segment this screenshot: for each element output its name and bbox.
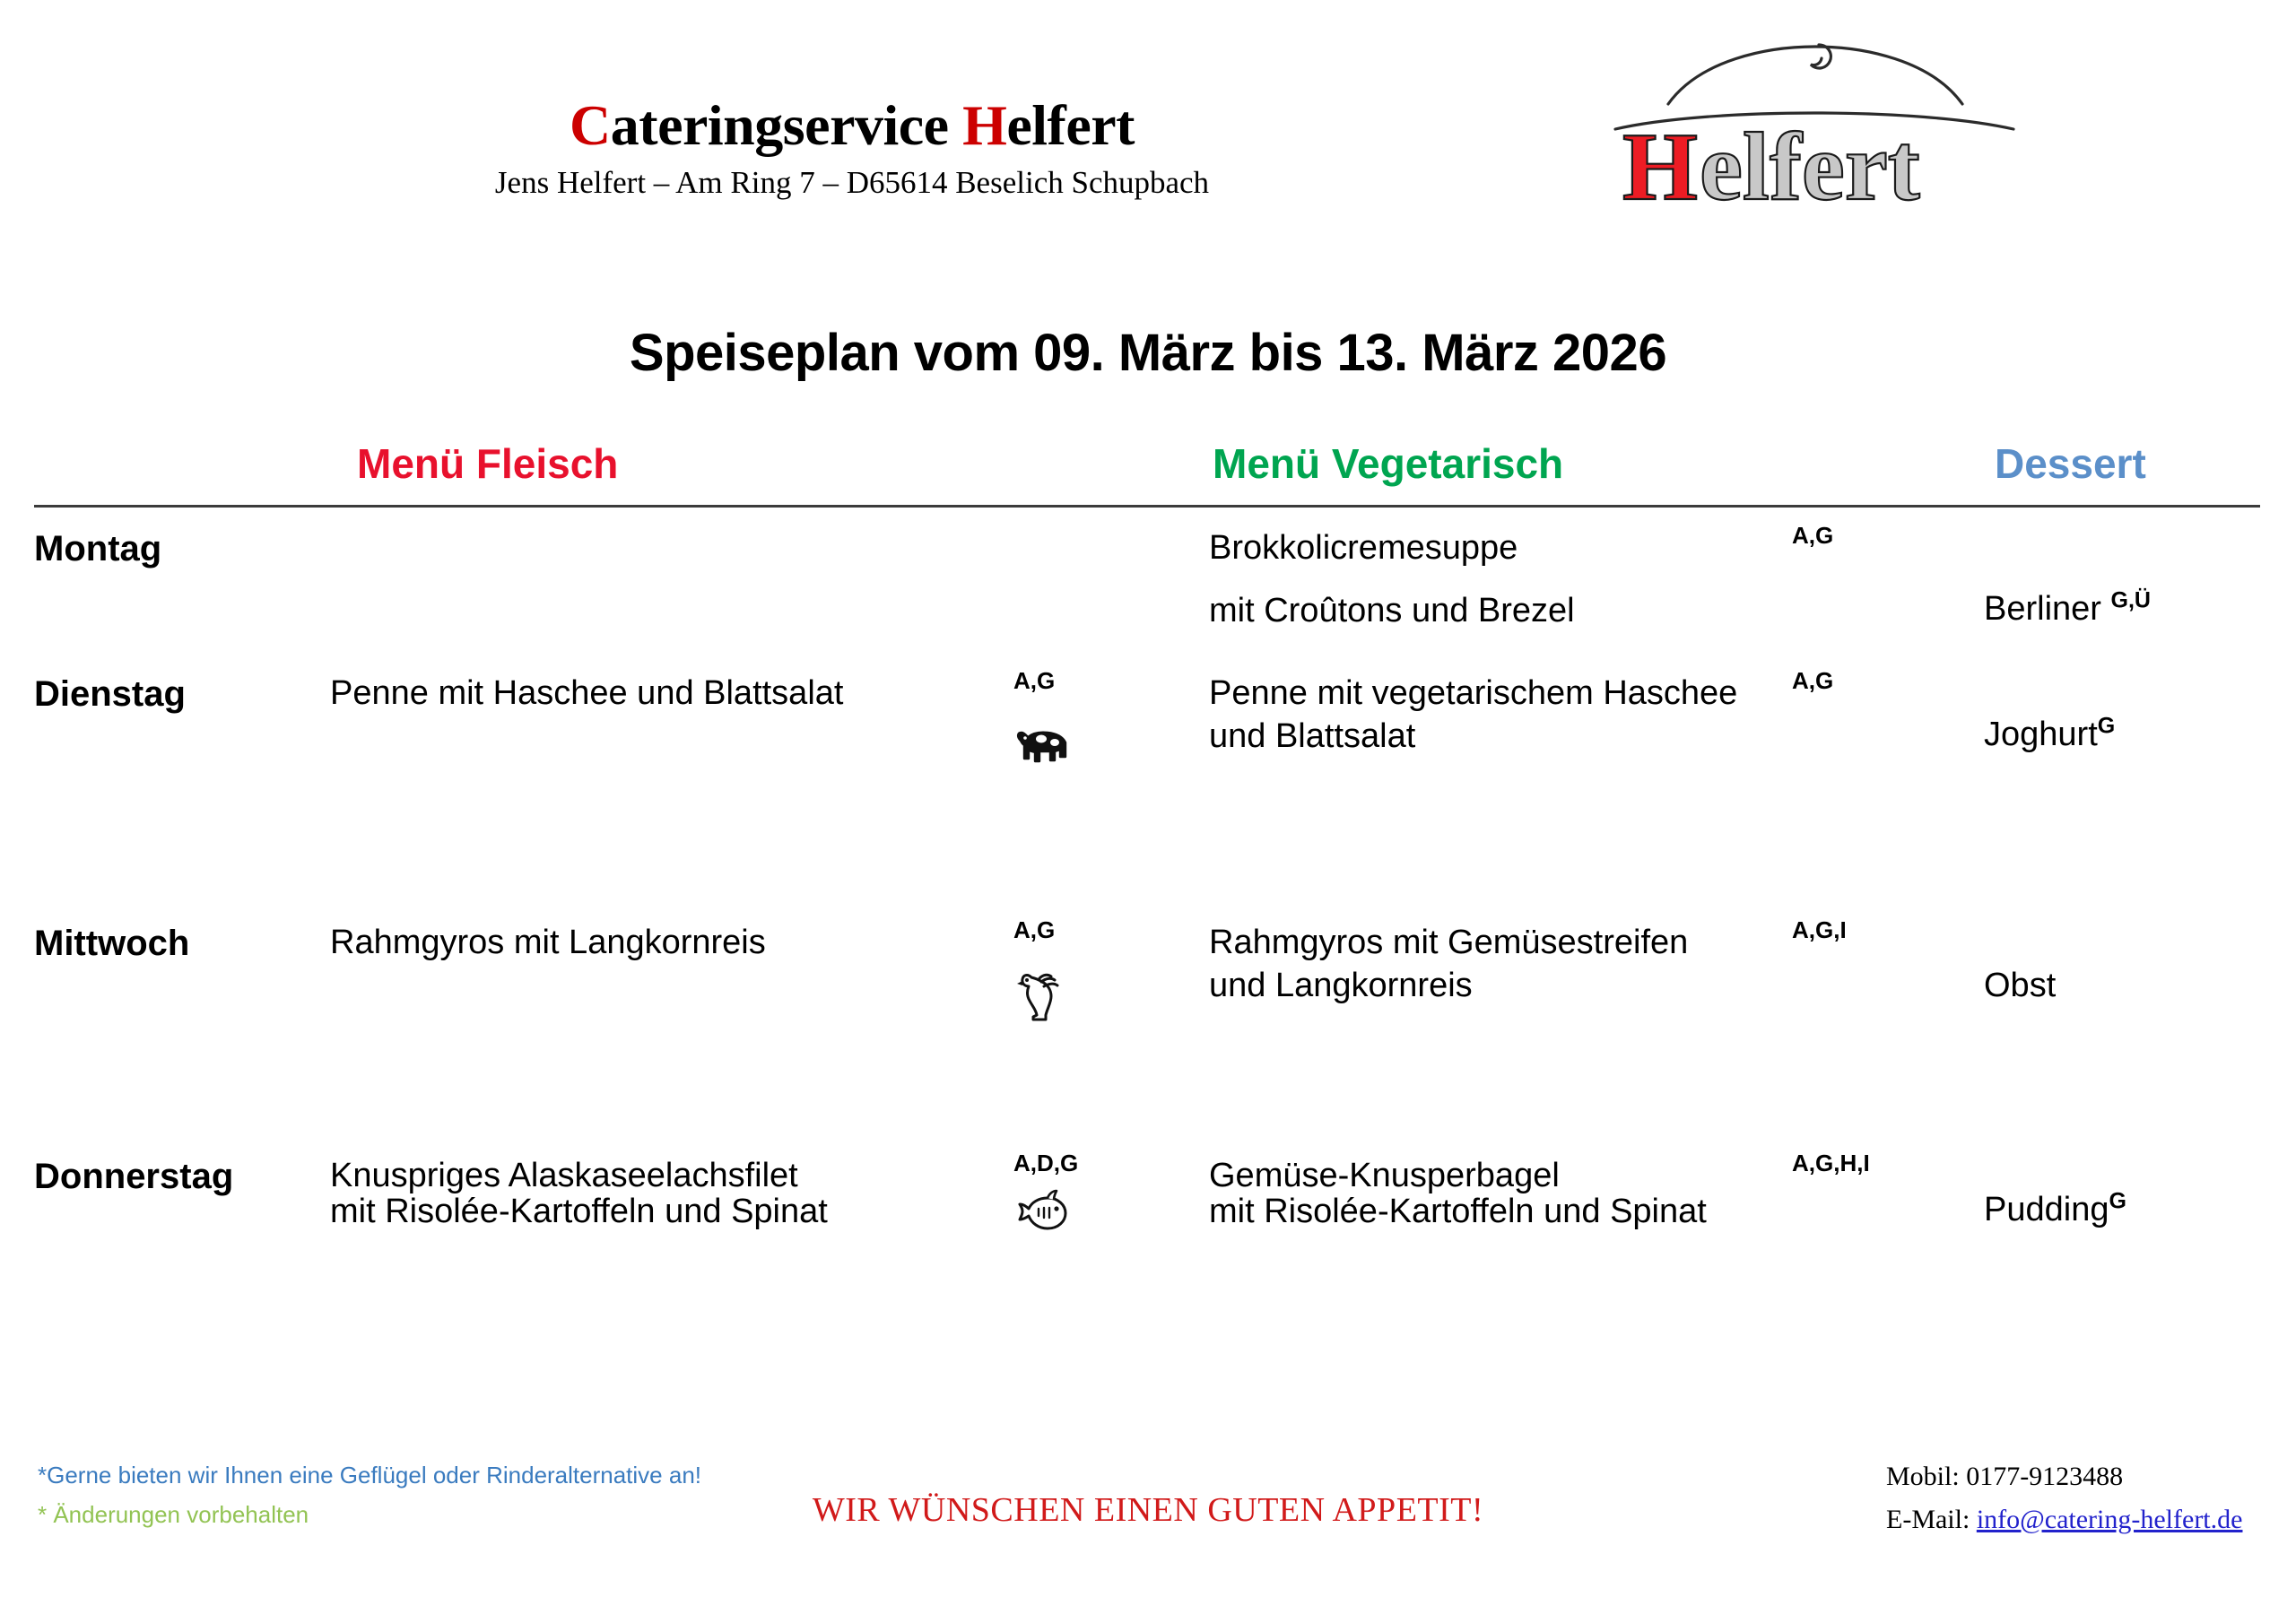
- veg-dish-line1-donnerstag: Gemüse-Knusperbagel: [1209, 1157, 1560, 1194]
- company-name-initial-h: H: [962, 93, 1007, 157]
- dessert-allergens-dienstag: G: [2097, 713, 2116, 739]
- column-header-meat: Menü Fleisch: [357, 440, 619, 487]
- dessert-name-dienstag: Joghurt: [1984, 716, 2098, 753]
- day-label-mittwoch: Mittwoch: [34, 924, 190, 963]
- dessert-mittwoch: Obst: [1984, 967, 2056, 1005]
- logo-letters-elfert: elfert: [1700, 114, 1920, 221]
- meat-dish-line1-mittwoch: Rahmgyros mit Langkornreis: [330, 924, 766, 961]
- cow-icon: [1012, 721, 1076, 777]
- contact-email: E-Mail: info@catering-helfert.de: [1886, 1505, 2242, 1535]
- contact-mobile: Mobil: 0177-9123488: [1886, 1462, 2123, 1492]
- table-row: Dienstag Penne mit Haschee und Blattsala…: [0, 665, 2296, 915]
- column-header-vegetarian: Menü Vegetarisch: [1213, 440, 1564, 487]
- note-changes: * Änderungen vorbehalten: [38, 1501, 309, 1528]
- dessert-montag: Berliner G,Ü: [1984, 587, 2151, 629]
- dessert-dienstag: JoghurtG: [1984, 713, 2116, 754]
- meat-allergens-mittwoch: A,G: [1013, 916, 1056, 943]
- veg-allergens-donnerstag: A,G,H,I: [1792, 1150, 1870, 1176]
- dessert-name-montag: Berliner: [1984, 590, 2101, 628]
- email-link[interactable]: info@catering-helfert.de: [1976, 1505, 2243, 1534]
- column-headers: Menü Fleisch Menü Vegetarisch Dessert: [0, 439, 2296, 502]
- cloche-logo-icon: H elfert: [1613, 43, 2015, 221]
- meat-dish-line2-donnerstag: mit Risolée-Kartoffeln und Spinat: [330, 1193, 828, 1230]
- table-row: Donnerstag Knuspriges Alaskaseelachsfile…: [0, 1148, 2296, 1327]
- company-identity: Cateringservice Helfert Jens Helfert – A…: [422, 97, 1283, 201]
- company-name-part2: elfert: [1006, 93, 1135, 157]
- veg-dish-line1-dienstag: Penne mit vegetarischem Haschee: [1209, 674, 1738, 712]
- table-row: Mittwoch Rahmgyros mit Langkornreis A,G …: [0, 915, 2296, 1148]
- veg-dish-line1-montag: Brokkolicremesuppe: [1209, 529, 1518, 567]
- dessert-name-donnerstag: Pudding: [1984, 1191, 2109, 1228]
- note-alternative: *Gerne bieten wir Ihnen eine Geflügel od…: [38, 1462, 702, 1488]
- veg-allergens-montag: A,G: [1792, 522, 1834, 549]
- company-name-initial-c: C: [570, 93, 611, 157]
- appetit-message: WIR WÜNSCHEN EINEN GUTEN APPETIT!: [812, 1491, 1484, 1529]
- day-label-montag: Montag: [34, 529, 162, 568]
- document-footer: *Gerne bieten wir Ihnen eine Geflügel od…: [0, 1462, 2296, 1569]
- dessert-allergens-montag: G,Ü: [2110, 587, 2151, 613]
- company-name-part1: ateringservice: [610, 93, 963, 157]
- meat-allergens-dienstag: A,G: [1013, 667, 1056, 694]
- fish-icon: [1012, 1185, 1076, 1241]
- day-label-dienstag: Dienstag: [34, 674, 186, 714]
- veg-dish-line2-donnerstag: mit Risolée-Kartoffeln und Spinat: [1209, 1193, 1707, 1230]
- company-address: Jens Helfert – Am Ring 7 – D65614 Beseli…: [494, 165, 1210, 200]
- meat-allergens-donnerstag: A,D,G: [1013, 1150, 1079, 1176]
- veg-dish-line2-montag: mit Croûtons und Brezel: [1209, 592, 1575, 629]
- meat-dish-line1-donnerstag: Knuspriges Alaskaseelachsfilet: [330, 1157, 798, 1194]
- veg-dish-line2-dienstag: und Blattsalat: [1209, 717, 1416, 755]
- veg-allergens-dienstag: A,G: [1792, 667, 1834, 694]
- veg-dish-line2-mittwoch: und Langkornreis: [1209, 967, 1473, 1004]
- menu-table: Montag Brokkolicremesuppe A,G mit Croûto…: [0, 520, 2296, 1327]
- contact-email-label: E-Mail:: [1886, 1505, 1977, 1534]
- meat-dish-line1-dienstag: Penne mit Haschee und Blattsalat: [330, 674, 844, 712]
- rooster-icon: [1012, 967, 1076, 1022]
- dessert-name-mittwoch: Obst: [1984, 967, 2057, 1004]
- company-name: Cateringservice Helfert: [422, 97, 1283, 154]
- contact-mobile-label: Mobil:: [1886, 1462, 1967, 1491]
- helfert-logo: H elfert: [1610, 11, 2040, 239]
- header-divider: [34, 505, 2260, 508]
- table-row: Montag Brokkolicremesuppe A,G mit Croûto…: [0, 520, 2296, 665]
- day-label-donnerstag: Donnerstag: [34, 1157, 234, 1196]
- logo-letter-h: H: [1622, 114, 1698, 221]
- dessert-allergens-donnerstag: G: [2109, 1188, 2126, 1214]
- column-header-dessert: Dessert: [1995, 440, 2146, 487]
- page-title: Speiseplan vom 09. März bis 13. März 202…: [629, 324, 1667, 382]
- veg-dish-line1-mittwoch: Rahmgyros mit Gemüsestreifen: [1209, 924, 1689, 961]
- document-header: Cateringservice Helfert Jens Helfert – A…: [0, 0, 2296, 269]
- contact-mobile-value: 0177-9123488: [1966, 1462, 2124, 1491]
- dessert-donnerstag: PuddingG: [1984, 1188, 2126, 1229]
- veg-allergens-mittwoch: A,G,I: [1792, 916, 1847, 943]
